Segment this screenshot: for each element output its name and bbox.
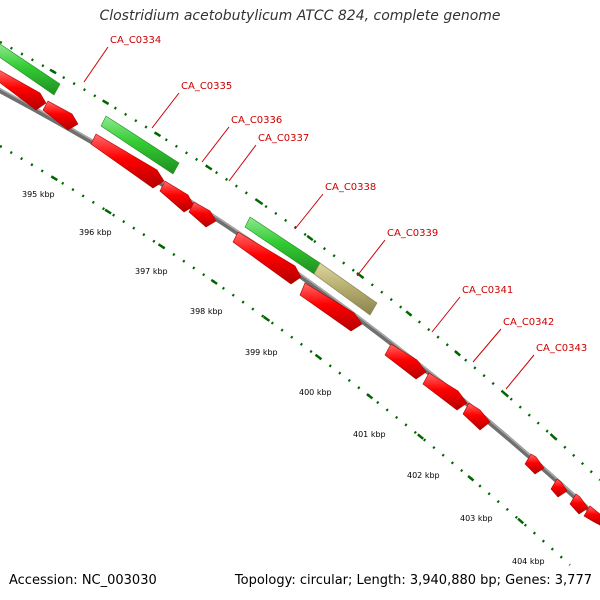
- major-tick: [549, 433, 557, 440]
- feature-cds-12[interactable]: [550, 478, 568, 498]
- kbp-label: 401 kbp: [353, 430, 386, 439]
- major-tick: [356, 272, 364, 279]
- major-tick: [210, 278, 218, 285]
- kbp-label: 398 kbp: [190, 307, 223, 316]
- major-tick: [157, 243, 165, 250]
- major-tick: [517, 517, 525, 525]
- feature-cds-5[interactable]: [188, 201, 217, 228]
- major-tick: [256, 199, 264, 206]
- inner-tick-ring: [0, 144, 571, 566]
- feature-cds-11[interactable]: [524, 453, 545, 475]
- feature-cds-6[interactable]: [232, 231, 302, 285]
- accession-text: Accession: NC_003030: [9, 573, 157, 588]
- gene-label[interactable]: CA_C0343: [536, 343, 587, 354]
- gene-label[interactable]: CA_C0335: [181, 81, 232, 92]
- genome-backbone-highlight: [0, 87, 600, 519]
- major-tick: [101, 99, 110, 106]
- gene-label[interactable]: CA_C0341: [462, 285, 513, 296]
- feature-rna-1[interactable]: [313, 262, 378, 316]
- major-tick: [50, 175, 58, 182]
- kbp-label: 396 kbp: [79, 228, 112, 237]
- kbp-scale-labels: 395 kbp 396 kbp 397 kbp 398 kbp 399 kbp …: [22, 190, 545, 566]
- major-tick: [314, 353, 322, 360]
- kbp-label: 397 kbp: [135, 267, 168, 276]
- gene-label[interactable]: CA_C0338: [325, 182, 376, 193]
- feature-cds-8[interactable]: [384, 343, 427, 380]
- gene-label[interactable]: CA_C0342: [503, 317, 554, 328]
- gene-label[interactable]: CA_C0339: [387, 228, 438, 239]
- feature-cds-3[interactable]: [90, 133, 165, 189]
- feature-cds-2[interactable]: [42, 100, 79, 131]
- feature-cds-9[interactable]: [422, 372, 468, 411]
- map-title: Clostridium acetobutylicum ATCC 824, com…: [99, 8, 501, 24]
- major-tick: [306, 234, 314, 242]
- kbp-label: 399 kbp: [245, 348, 278, 357]
- major-tick: [205, 164, 213, 171]
- genome-backbone: [0, 87, 600, 523]
- kbp-label: 400 kbp: [299, 388, 332, 397]
- major-tick: [153, 131, 162, 138]
- kbp-label: 395 kbp: [22, 190, 55, 199]
- major-tick: [502, 390, 510, 398]
- label-leader-lines: [83, 46, 535, 390]
- major-tick: [262, 315, 271, 322]
- outer-major-ticks: [49, 68, 557, 440]
- kbp-label: 404 kbp: [512, 557, 545, 566]
- kbp-label: 402 kbp: [407, 471, 440, 480]
- gene-label[interactable]: CA_C0334: [110, 35, 161, 46]
- feature-cds-4[interactable]: [159, 180, 195, 213]
- topology-text: Topology: circular; Length: 3,940,880 bp…: [234, 573, 592, 588]
- gene-label[interactable]: CA_C0337: [258, 133, 309, 144]
- feature-cds-7[interactable]: [299, 282, 363, 332]
- major-tick: [417, 433, 424, 440]
- gene-labels: CA_C0334 CA_C0335 CA_C0336 CA_C0337 CA_C…: [110, 35, 587, 354]
- feature-cds-14[interactable]: [583, 505, 600, 526]
- feature-cds-13[interactable]: [569, 493, 589, 515]
- major-tick: [366, 393, 374, 400]
- inner-major-ticks: [50, 175, 525, 525]
- feature-gene-1[interactable]: [0, 43, 61, 96]
- feature-gene-2[interactable]: [100, 115, 180, 175]
- major-tick: [405, 310, 413, 317]
- major-tick: [453, 350, 462, 357]
- major-tick: [49, 68, 57, 75]
- feature-cds-10[interactable]: [462, 402, 491, 431]
- major-tick: [104, 208, 112, 215]
- gene-label[interactable]: CA_C0336: [231, 115, 282, 126]
- feature-cds-1[interactable]: [0, 70, 47, 111]
- kbp-label: 403 kbp: [460, 514, 493, 523]
- major-tick: [467, 475, 475, 482]
